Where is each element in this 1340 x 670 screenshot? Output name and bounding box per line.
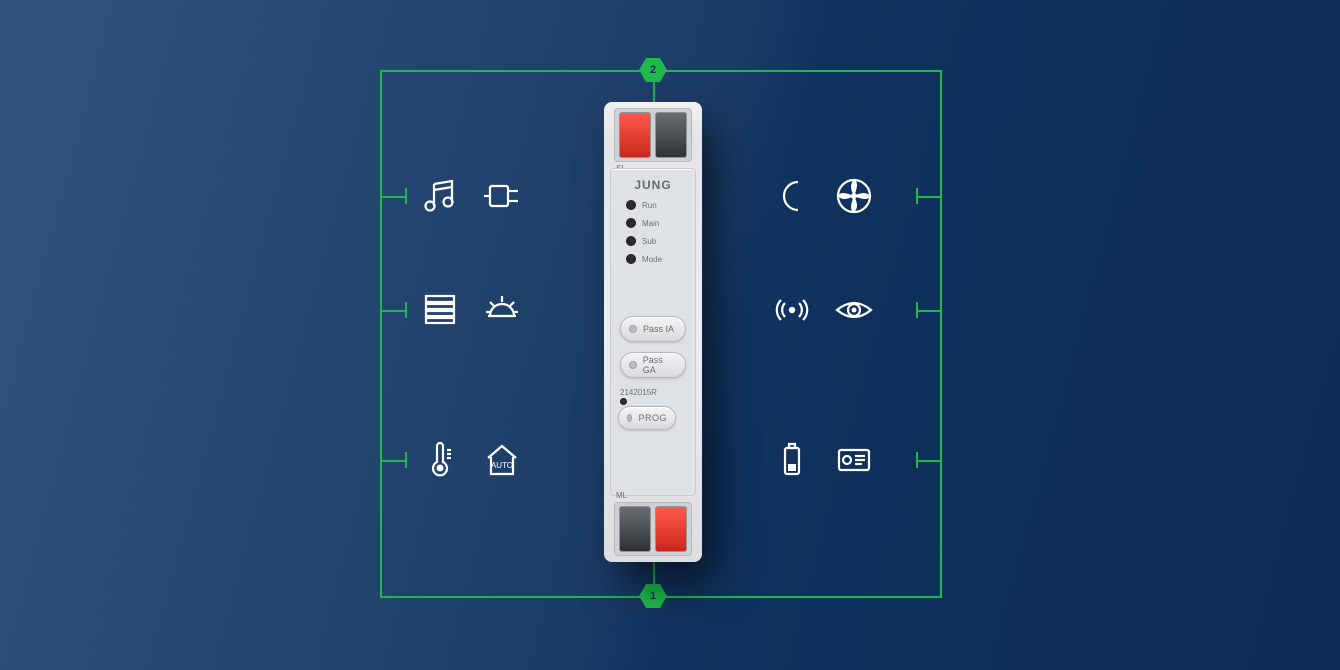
led-mode-label: Mode xyxy=(642,255,662,264)
left-row-3: AUTO xyxy=(418,438,524,482)
thermometer-icon xyxy=(418,438,462,482)
wire-right-stub-1 xyxy=(916,196,940,198)
pass-ia-led-icon xyxy=(629,325,637,333)
right-row-3 xyxy=(770,438,876,482)
led-main-dot xyxy=(626,218,636,228)
battery-icon xyxy=(770,438,814,482)
left-row-2 xyxy=(418,288,524,332)
hex-badge-bottom-label: 1 xyxy=(650,590,656,602)
connector-bottom-black xyxy=(619,506,651,552)
wire-right-stub-2 xyxy=(916,310,940,312)
right-row-1 xyxy=(770,174,876,218)
knx-device: SL JUNG Run Main Sub Mode Pass IA xyxy=(604,102,702,562)
moon-icon xyxy=(770,174,814,218)
wire-left-stub-3 xyxy=(382,460,406,462)
plug-icon xyxy=(480,174,524,218)
device-model-number: 2142015R xyxy=(620,388,657,397)
sensor-waves-icon xyxy=(770,288,814,332)
eye-icon xyxy=(832,288,876,332)
fan-icon xyxy=(832,174,876,218)
device-pass-ga-button[interactable]: Pass GA xyxy=(620,352,686,378)
led-run-label: Run xyxy=(642,201,657,210)
right-row-2 xyxy=(770,288,876,332)
led-sub-label: Sub xyxy=(642,237,656,246)
wire-right xyxy=(940,70,942,598)
music-icon xyxy=(418,174,462,218)
svg-text:AUTO: AUTO xyxy=(491,461,513,470)
device-prog-button[interactable]: PROG xyxy=(618,406,676,430)
device-connector-top xyxy=(614,108,692,162)
connector-top-red xyxy=(619,112,651,158)
prog-led-icon xyxy=(627,414,632,422)
led-main: Main xyxy=(626,218,686,228)
device-port-bottom-label: ML xyxy=(616,491,627,500)
device-leds: Run Main Sub Mode xyxy=(626,200,686,272)
connector-top-black xyxy=(655,112,687,158)
led-sub: Sub xyxy=(626,236,686,246)
wire-left-tick-3 xyxy=(405,452,407,468)
wire-left-tick-1 xyxy=(405,188,407,204)
led-main-label: Main xyxy=(642,219,659,228)
diagram-stage: 2 1 AUTO xyxy=(0,0,1340,670)
wire-left-tick-2 xyxy=(405,302,407,318)
led-run: Run xyxy=(626,200,686,210)
light-sun-icon xyxy=(480,288,524,332)
blinds-icon xyxy=(418,288,462,332)
auto-house-icon: AUTO xyxy=(480,438,524,482)
device-connector-bottom xyxy=(614,502,692,556)
led-mode: Mode xyxy=(626,254,686,264)
wire-left xyxy=(380,70,382,598)
wire-right-tick-2 xyxy=(916,302,918,318)
pass-ga-label: Pass GA xyxy=(643,355,677,375)
wire-right-tick-1 xyxy=(916,188,918,204)
device-prog-led xyxy=(620,398,627,405)
wire-right-tick-3 xyxy=(916,452,918,468)
led-mode-dot xyxy=(626,254,636,264)
hex-badge-top-label: 2 xyxy=(650,64,656,76)
connector-bottom-red xyxy=(655,506,687,552)
prog-label: PROG xyxy=(638,413,667,423)
wire-left-stub-2 xyxy=(382,310,406,312)
hex-badge-top: 2 xyxy=(639,58,667,82)
device-pass-ia-button[interactable]: Pass IA xyxy=(620,316,686,342)
hex-badge-bottom: 1 xyxy=(639,584,667,608)
led-sub-dot xyxy=(626,236,636,246)
left-row-1 xyxy=(418,174,524,218)
device-brand: JUNG xyxy=(604,178,702,192)
wire-right-stub-3 xyxy=(916,460,940,462)
wire-left-stub-1 xyxy=(382,196,406,198)
id-card-icon xyxy=(832,438,876,482)
led-run-dot xyxy=(626,200,636,210)
pass-ga-led-icon xyxy=(629,361,637,369)
pass-ia-label: Pass IA xyxy=(643,324,674,334)
